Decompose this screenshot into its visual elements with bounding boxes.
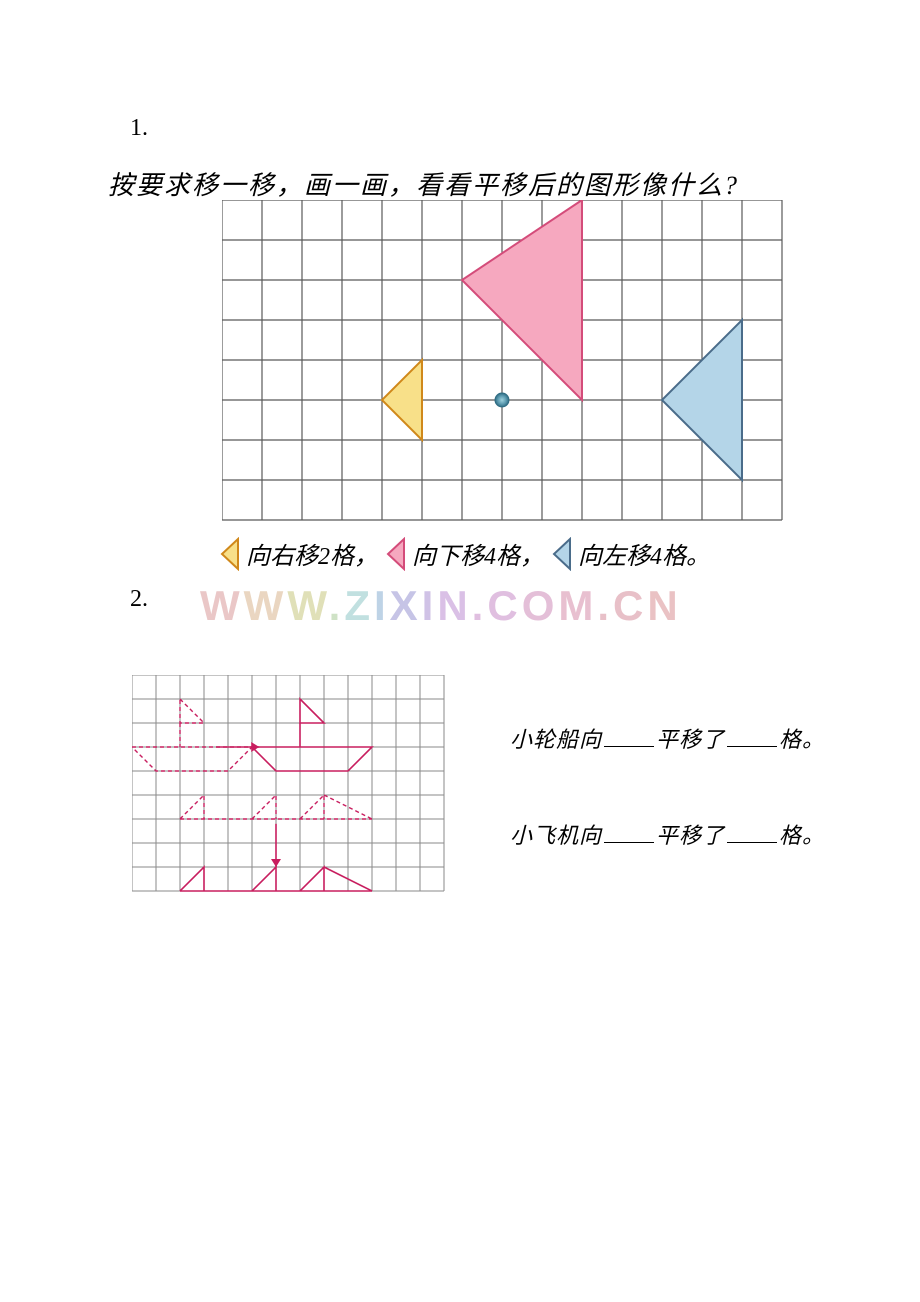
item2-number: 2.	[130, 586, 148, 613]
boat-suffix: 格。	[779, 727, 825, 752]
plane-prefix: 小飞机向	[510, 823, 602, 848]
legend-text-blue: 向左移4格。	[578, 536, 710, 571]
boat-mid: 平移了	[656, 727, 725, 752]
item1-grid-container	[222, 200, 784, 527]
plane-mid: 平移了	[656, 823, 725, 848]
plane-blank2[interactable]	[727, 842, 777, 843]
plane-blank1[interactable]	[604, 842, 654, 843]
boat-prefix: 小轮船向	[510, 727, 602, 752]
legend-icon-blue	[552, 537, 572, 571]
legend-text-pink: 向下移4格，	[412, 536, 544, 571]
legend-icon-pink	[386, 537, 406, 571]
legend-item-pink: 向下移4格，	[386, 536, 544, 571]
legend-text-yellow: 向右移2格，	[246, 536, 378, 571]
item1-legend: 向右移2格， 向下移4格， 向左移4格。	[220, 536, 820, 571]
legend-icon-yellow	[220, 537, 240, 571]
legend-item-blue: 向左移4格。	[552, 536, 710, 571]
item2-grid-container	[132, 675, 446, 898]
item1-number: 1.	[130, 115, 148, 142]
boat-blank2[interactable]	[727, 746, 777, 747]
item2-plane-text: 小飞机向 平移了 格。	[510, 818, 825, 850]
item2-grid-svg	[132, 675, 446, 893]
legend-item-yellow: 向右移2格，	[220, 536, 378, 571]
plane-suffix: 格。	[779, 823, 825, 848]
watermark: WWW.ZIXIN.COM.CN	[200, 582, 682, 630]
item1-prompt: 按要求移一移，画一画，看看平移后的图形像什么?	[108, 165, 739, 202]
item2-boat-text: 小轮船向 平移了 格。	[510, 722, 825, 754]
item1-grid-svg	[222, 200, 784, 522]
boat-blank1[interactable]	[604, 746, 654, 747]
